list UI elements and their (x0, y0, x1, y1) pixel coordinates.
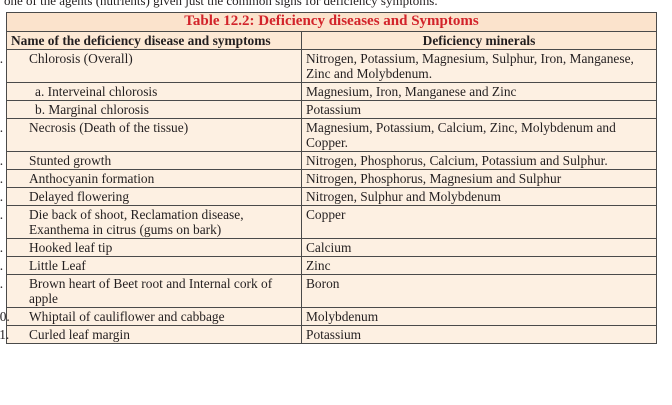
disease-entry: 5. Delayed flowering (0, 189, 297, 204)
disease-cell: 3. Stunted growth (0, 151, 302, 170)
disease-entry: 4. Anthocyanin formation (0, 171, 297, 186)
minerals-cell: Calcium (301, 238, 657, 257)
row-number: 10. (0, 309, 10, 324)
disease-entry: 1. Chlorosis (Overall) (0, 51, 297, 66)
disease-name: b. Marginal chlorosis (35, 102, 149, 117)
minerals-cell: Zinc (301, 256, 657, 275)
row-number: 4. (0, 171, 4, 186)
minerals-cell: Nitrogen, Sulphur and Molybdenum (301, 187, 657, 206)
disease-cell: 11. Curled leaf margin (0, 325, 302, 344)
row-number: 11. (0, 327, 10, 342)
row-number: 7. (0, 240, 4, 255)
table-row: 4. Anthocyanin formation Nitrogen, Phospho… (0, 169, 657, 188)
disease-name: Little Leaf (29, 258, 86, 273)
table-row: 9. Brown heart of Beet root and Internal … (0, 274, 657, 308)
row-number: 2. (0, 120, 4, 135)
disease-name: Anthocyanin formation (29, 171, 155, 186)
disease-cell: 9. Brown heart of Beet root and Internal … (0, 274, 302, 308)
table-row: 7. Hooked leaf tip Calcium (0, 238, 657, 257)
table-row: 3. Stunted growth Nitrogen, Phosphorus, Ca… (0, 151, 657, 170)
minerals-cell: Magnesium, Potassium, Calcium, Zinc, Mol… (301, 118, 657, 152)
disease-name: Whiptail of cauliflower and cabbage (29, 309, 225, 324)
row-number: 9. (0, 276, 4, 291)
table-body: 1. Chlorosis (Overall) Nitrogen, Potassium… (0, 49, 657, 344)
row-number: 8. (0, 258, 4, 273)
disease-entry: 3. Stunted growth (0, 153, 297, 168)
disease-name: Curled leaf margin (29, 327, 130, 342)
deficiency-table: Table 12.2: Deficiency diseases and Symp… (0, 12, 657, 344)
disease-cell: 4. Anthocyanin formation (0, 169, 302, 188)
disease-cell: b. Marginal chlorosis (6, 100, 302, 119)
minerals-cell: Boron (301, 274, 657, 308)
table-row: 6. Die back of shoot, Reclamation disease… (0, 205, 657, 239)
disease-name: Necrosis (Death of the tissue) (29, 120, 189, 135)
disease-name: Chlorosis (Overall) (29, 51, 133, 66)
table-row: 10. Whiptail of cauliflower and cabbage Mo… (0, 307, 657, 326)
disease-entry: 11. Curled leaf margin (0, 327, 297, 342)
disease-cell: 1. Chlorosis (Overall) (0, 49, 302, 83)
minerals-cell: Nitrogen, Potassium, Magnesium, Sulphur,… (301, 49, 657, 83)
row-number: 5. (0, 189, 4, 204)
disease-cell: 7. Hooked leaf tip (0, 238, 302, 257)
table-row: a. Interveinal chlorosis Magnesium, Iron,… (6, 82, 657, 101)
table-row: 1. Chlorosis (Overall) Nitrogen, Potassium… (0, 49, 657, 83)
column-header-minerals: Deficiency minerals (301, 31, 657, 50)
disease-name: Delayed flowering (29, 189, 130, 204)
disease-entry: 9. Brown heart of Beet root and Internal … (0, 276, 297, 306)
disease-name: Stunted growth (29, 153, 112, 168)
table-row: b. Marginal chlorosis Potassium (6, 100, 657, 119)
table-row: 2. Necrosis (Death of the tissue) Magnesiu… (0, 118, 657, 152)
row-number: 6. (0, 207, 4, 222)
minerals-cell: Magnesium, Iron, Manganese and Zinc (301, 82, 657, 101)
disease-cell: 2. Necrosis (Death of the tissue) (0, 118, 302, 152)
cropped-text: one of the agents (nutrients) given just… (4, 0, 438, 8)
row-number: 3. (0, 153, 4, 168)
disease-entry: 2. Necrosis (Death of the tissue) (0, 120, 297, 135)
minerals-cell: Potassium (301, 100, 657, 119)
minerals-cell: Nitrogen, Phosphorus, Calcium, Potassium… (301, 151, 657, 170)
minerals-cell: Copper (301, 205, 657, 239)
disease-cell: 8. Little Leaf (0, 256, 302, 275)
disease-name: Hooked leaf tip (29, 240, 113, 255)
disease-cell: 10. Whiptail of cauliflower and cabbage (0, 307, 302, 326)
minerals-cell: Potassium (301, 325, 657, 344)
disease-entry: 10. Whiptail of cauliflower and cabbage (0, 309, 297, 324)
disease-name: Brown heart of Beet root and Internal co… (29, 276, 273, 306)
table-caption: Table 12.2: Deficiency diseases and Symp… (6, 12, 657, 32)
cropped-text-line: one of the agents (nutrients) given just… (0, 0, 672, 8)
disease-cell: 5. Delayed flowering (0, 187, 302, 206)
minerals-cell: Molybdenum (301, 307, 657, 326)
disease-entry: 6. Die back of shoot, Reclamation disease… (0, 207, 297, 237)
table-row: 11. Curled leaf margin Potassium (0, 325, 657, 344)
table-row: 8. Little Leaf Zinc (0, 256, 657, 275)
disease-cell: a. Interveinal chlorosis (6, 82, 302, 101)
disease-entry: 7. Hooked leaf tip (0, 240, 297, 255)
column-header-disease: Name of the deficiency disease and sympt… (6, 31, 302, 50)
row-number: 1. (0, 51, 4, 66)
disease-cell: 6. Die back of shoot, Reclamation disease… (0, 205, 302, 239)
disease-name: Die back of shoot, Reclamation disease, … (29, 207, 244, 237)
table-row: 5. Delayed flowering Nitrogen, Sulphur and… (0, 187, 657, 206)
disease-entry: 8. Little Leaf (0, 258, 297, 273)
disease-name: a. Interveinal chlorosis (35, 84, 158, 99)
minerals-cell: Nitrogen, Phosphorus, Magnesium and Sulp… (301, 169, 657, 188)
